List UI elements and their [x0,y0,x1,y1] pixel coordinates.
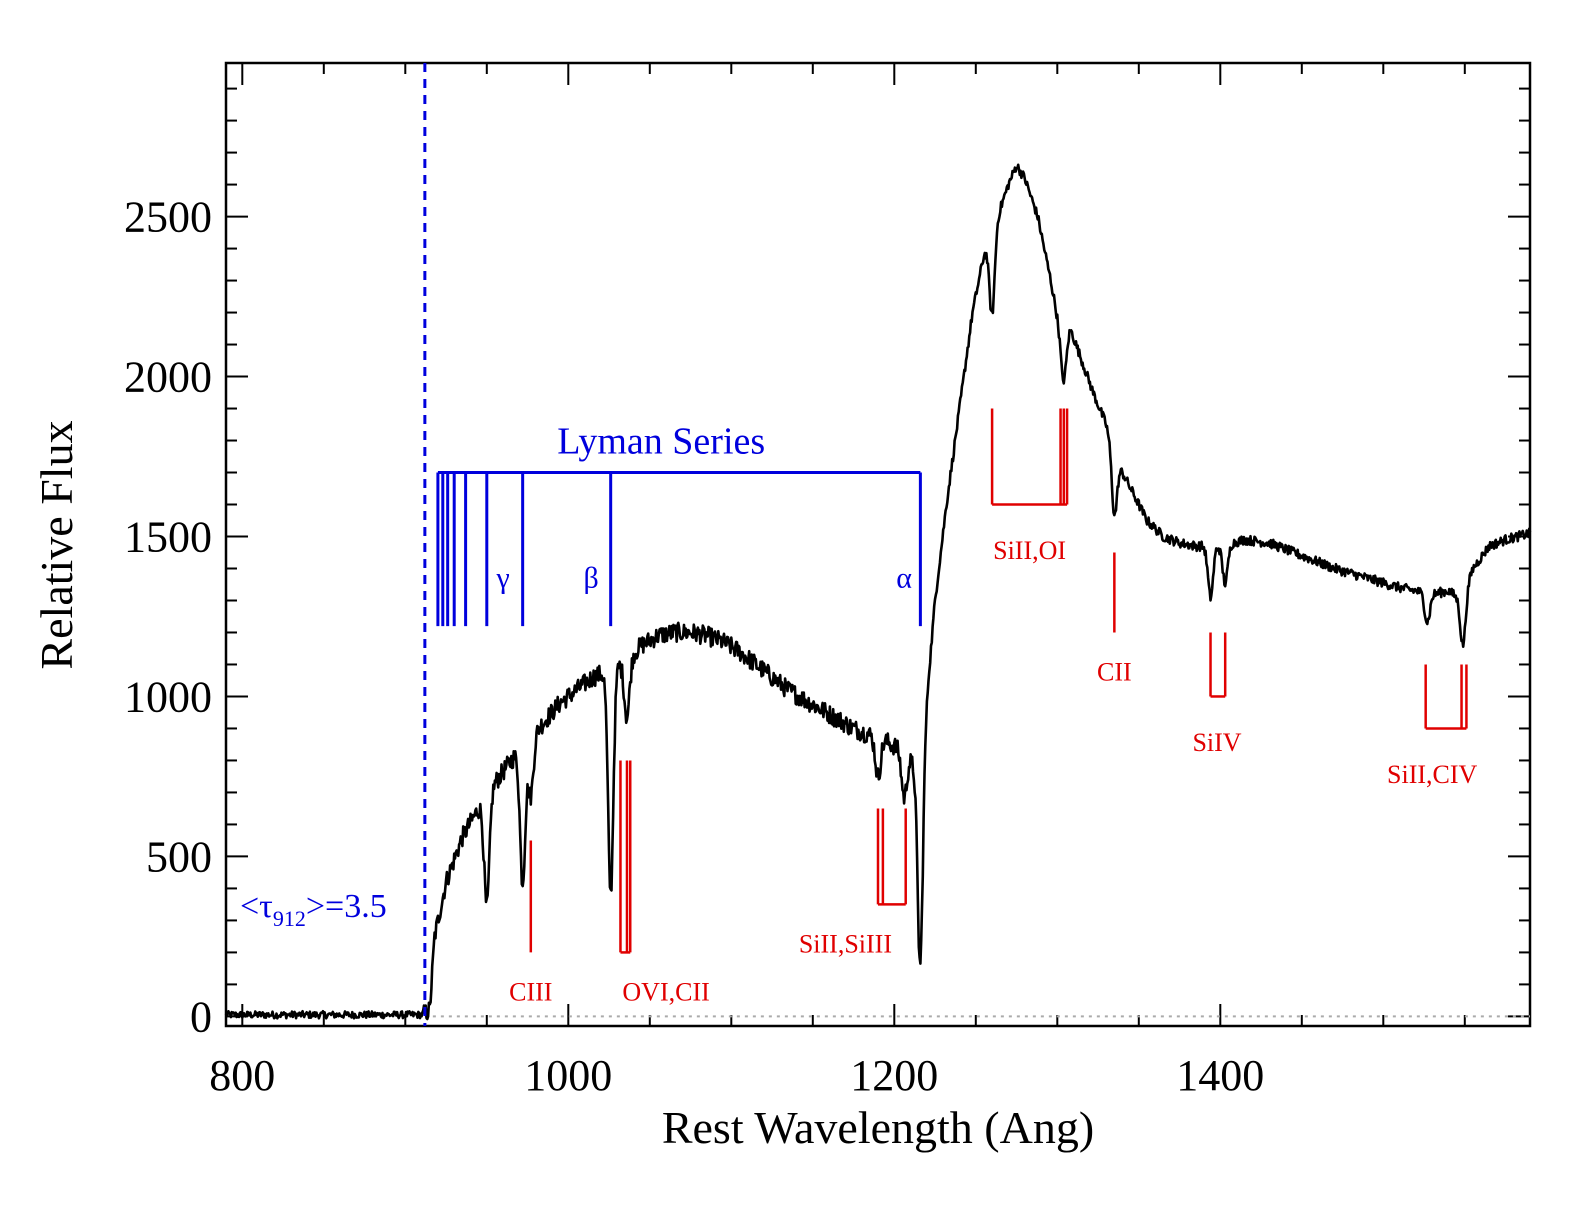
y-axis-title: Relative Flux [31,420,82,669]
y-tick-label: 0 [190,992,212,1041]
lyman-line-label: γ [495,562,509,595]
tau-annotation: <τ912>=3.5 [240,888,387,931]
y-tick-label: 500 [146,832,212,881]
x-tick-label: 800 [209,1051,275,1100]
lyman-series-title: Lyman Series [557,420,765,462]
metal-line-label: SiIV [1192,728,1241,757]
metal-line-markers: CIII OVI,CII SiII,SiIII SiII,OI CII SiIV SiII,… [509,408,1478,1006]
tau-suffix: >=3.5 [306,888,387,925]
x-axis-title: Rest Wavelength (Ang) [662,1102,1094,1153]
x-tick-label: 1200 [850,1051,938,1100]
metal-line-label: OVI,CII [622,977,709,1006]
x-tick-label: 1400 [1176,1051,1264,1100]
metal-line-label: SiII,CIV [1387,760,1478,789]
metal-line-label: CII [1097,657,1132,686]
lyman-series-markers: Lyman Series γ β α [436,420,922,627]
y-tick-label: 1000 [124,672,212,721]
y-tick-label: 2000 [124,353,212,402]
metal-line-label: SiII,SiIII [799,929,892,958]
metal-line-label: CIII [509,977,552,1006]
lyman-line-label: β [583,562,598,595]
metal-line-label: SiII,OI [993,536,1066,565]
tick-labels: 800 1000 1200 1400 0 500 1000 1500 2000 2500 [124,193,1264,1100]
plot-frame [224,61,1532,1028]
y-tick-label: 1500 [124,513,212,562]
spectrum-line [224,163,1532,1021]
axis-ticks [226,63,1530,1026]
tau-prefix: <τ [240,888,273,925]
lyman-line-label: α [896,562,912,595]
y-tick-label: 2500 [124,193,212,242]
x-tick-label: 1000 [524,1051,612,1100]
tau-subscript: 912 [273,906,306,931]
